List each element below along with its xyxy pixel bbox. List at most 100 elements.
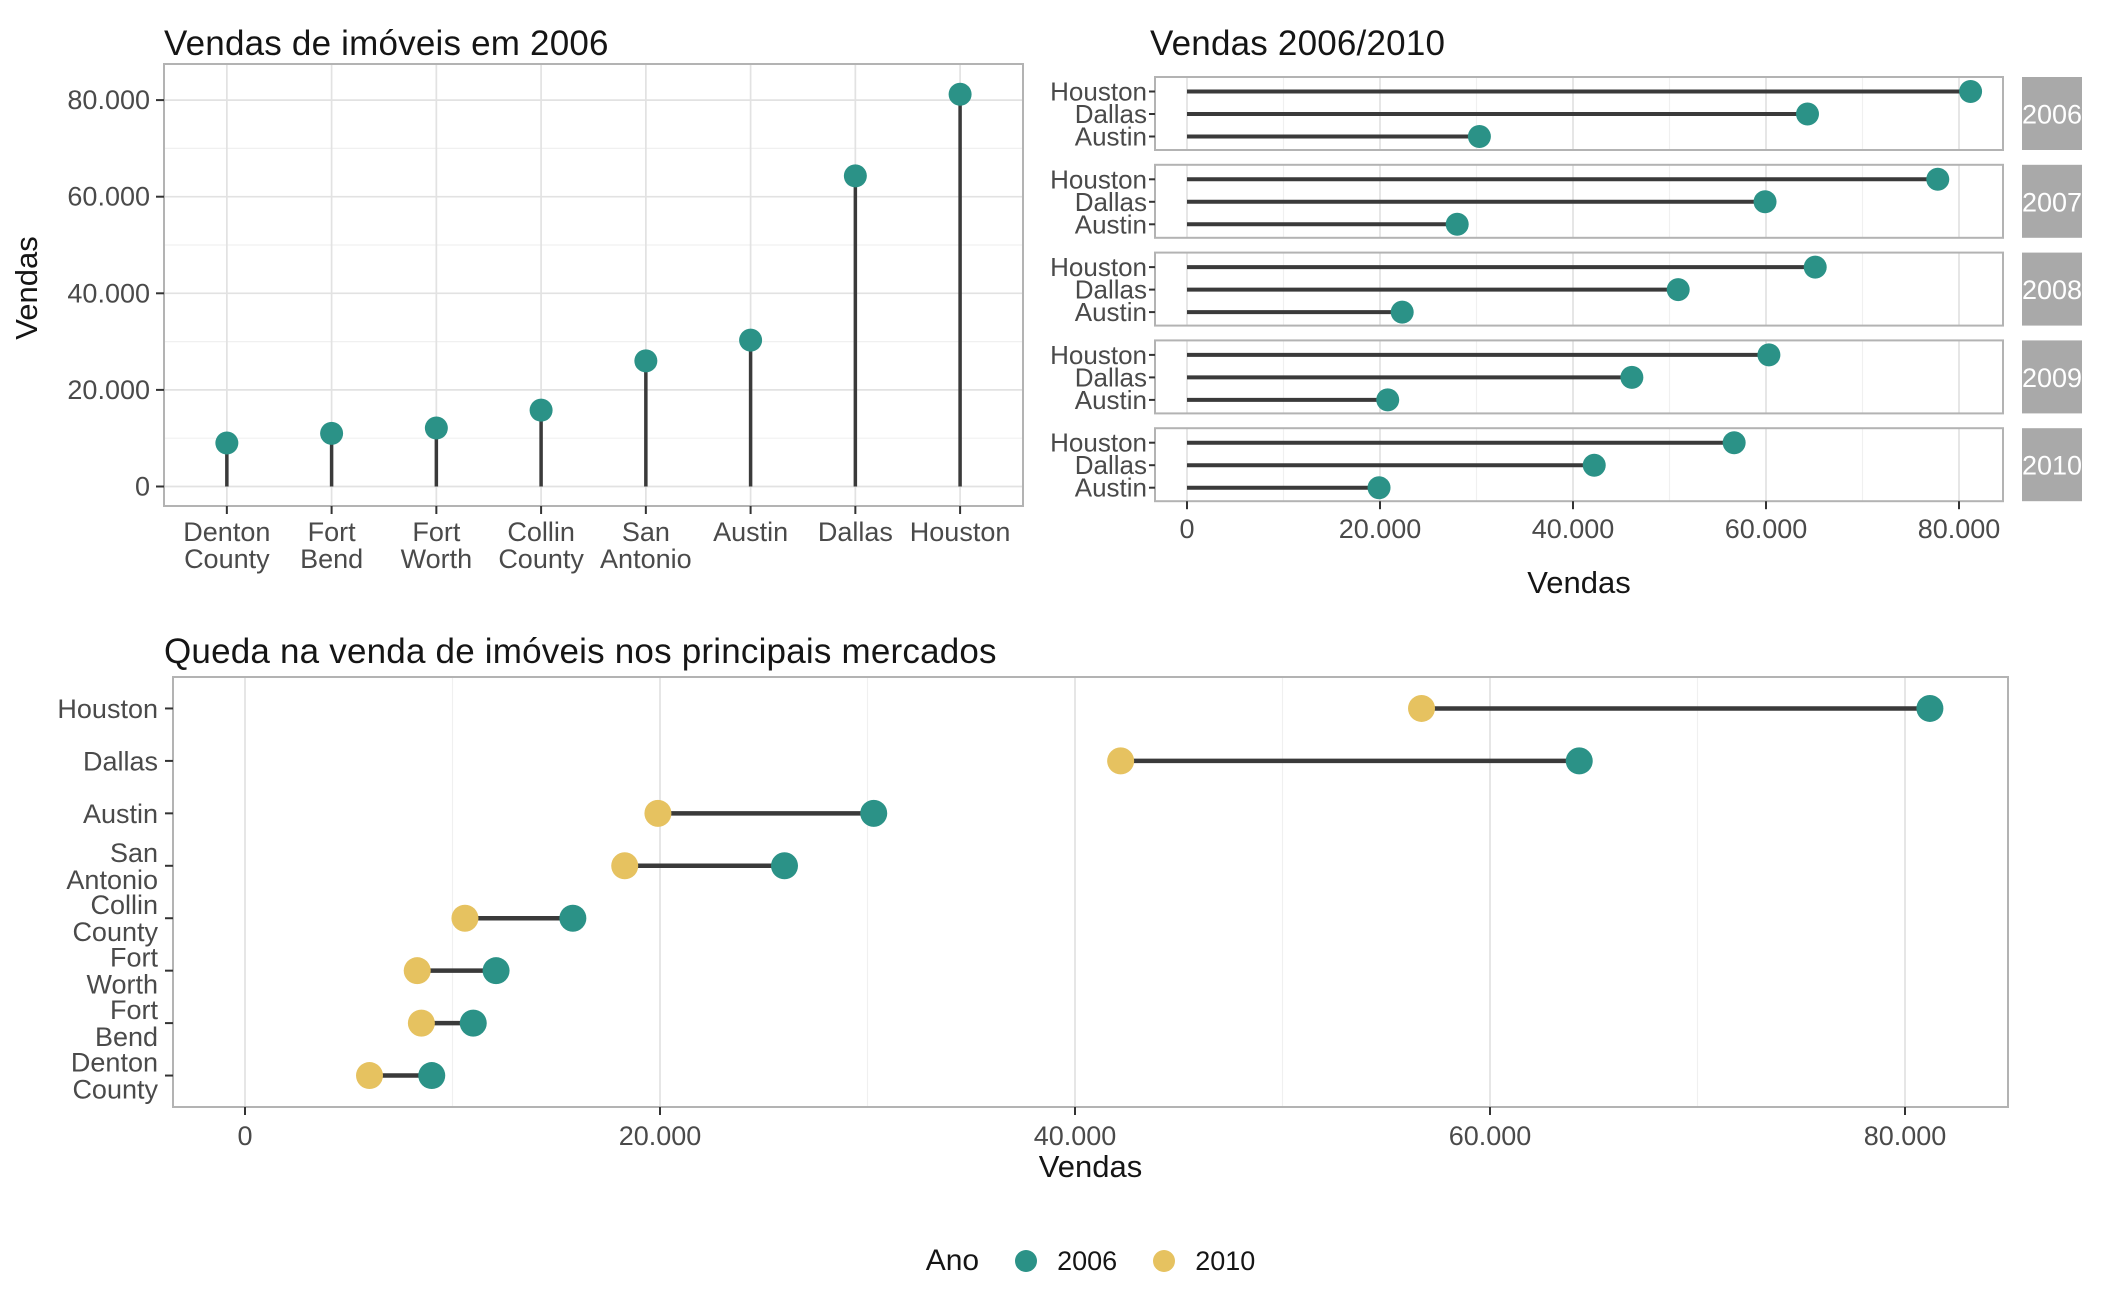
lollipop-point (1753, 190, 1777, 214)
faceted-lollipop-chart-2006-2010: HoustonDallasAustin2006HoustonDallasAust… (1050, 76, 2082, 600)
y-category-label: Dallas (83, 746, 158, 776)
lollipop-point (1757, 343, 1781, 367)
legend-title: Ano (925, 1244, 980, 1277)
lollipop-point (1367, 476, 1391, 500)
facet-strip-label: 2010 (2022, 451, 2082, 481)
facet-strip (2022, 340, 2082, 414)
dumbbell-point-2006 (418, 1062, 446, 1090)
dumbbell-point-2006 (860, 799, 888, 827)
y-tick-label: 80.000 (67, 85, 150, 115)
panel-border (172, 676, 2009, 1108)
lollipop-point (1959, 80, 1983, 103)
facet-strip (2022, 252, 2082, 326)
facet-row-label: Dallas (1075, 99, 1147, 129)
gridlines (244, 677, 1906, 1107)
lollipop-point (1722, 431, 1746, 455)
facet-row-label: Dallas (1075, 275, 1147, 305)
facet-row-label: Austin (1075, 209, 1147, 239)
x-category-label: County (184, 544, 270, 574)
y-category-label: Bend (95, 1022, 158, 1052)
facet-strip (2022, 428, 2082, 502)
y-tick-label: 0 (135, 472, 150, 502)
facet-row-label: Austin (1075, 473, 1147, 503)
x-tick-label: 40.000 (1034, 1121, 1117, 1151)
legend-dot-2006-icon (1015, 1250, 1038, 1272)
x-category-label: Dallas (818, 517, 893, 547)
facet-row-label: Houston (1050, 164, 1147, 194)
y-category-label: Collin (90, 890, 158, 920)
axes: 020.00040.00060.00080.000DentonCountyFor… (9, 85, 1010, 574)
facet-row-label: Houston (1050, 77, 1147, 107)
x-tick-label: 60.000 (1725, 514, 1808, 544)
y-tick-label: 20.000 (67, 375, 150, 405)
x-category-label: Antonio (600, 544, 692, 574)
lollipop-point (1390, 300, 1414, 324)
facet-row-label: Houston (1050, 252, 1147, 282)
y-category-label: Worth (86, 970, 158, 1000)
facet-strip (2022, 164, 2082, 238)
dumbbell-chart-queda: Houston Dallas Austin SanAntonioCollinCount… (57, 676, 2009, 1184)
lollipop-point (1795, 102, 1819, 126)
x-category-label: Collin (507, 517, 575, 547)
y-category-label: Antonio (66, 865, 158, 895)
y-category-label: Austin (83, 799, 158, 829)
facet-strip-label: 2007 (2022, 187, 2082, 217)
axes: Houston Dallas Austin SanAntonioCollinCount… (57, 694, 1946, 1184)
x-axis: 0 20.000 40.000 60.000 80.000 Vendas (1179, 501, 2000, 600)
y-category-label: County (72, 917, 158, 947)
lollipop-chart-2006: 020.00040.00060.00080.000DentonCountyFor… (9, 63, 1024, 574)
y-category-label: Houston (57, 694, 158, 724)
lollipop-point (320, 421, 344, 445)
facet-row-label: Austin (1075, 297, 1147, 327)
x-category-label: San (622, 517, 670, 547)
x-tick-label: 0 (237, 1121, 252, 1151)
lollipop-point (634, 349, 658, 373)
facet-row-label: Houston (1050, 340, 1147, 370)
y-category-label: Fort (110, 995, 159, 1025)
dumbbell-point-2010 (1107, 747, 1135, 775)
dumbbell-point-2010 (611, 852, 639, 880)
dumbbell-point-2010 (356, 1062, 383, 1090)
facet-row-label: Dallas (1075, 187, 1147, 217)
x-category-label: Bend (300, 544, 363, 574)
y-tick-label: 40.000 (67, 278, 150, 308)
x-category-label: Denton (183, 517, 270, 547)
dumbbell-point-2010 (644, 799, 672, 827)
x-category-label: County (498, 544, 584, 574)
x-tick-label: 80.000 (1918, 514, 2001, 544)
chart-title-queda-mercados: Queda na venda de imóveis nos principais… (164, 632, 997, 671)
facet-row-label: Dallas (1075, 362, 1147, 392)
x-tick-label: 40.000 (1532, 514, 1615, 544)
dumbbell-point-2006 (1565, 747, 1593, 775)
dumbbell-point-2006 (1916, 694, 1944, 722)
y-category-label: San (110, 838, 158, 868)
facet-strip (2022, 77, 2082, 150)
lollipop-point (948, 82, 972, 106)
lollipop-point (1445, 212, 1469, 236)
lollipop-point (739, 328, 763, 352)
facet-row-label: Houston (1050, 428, 1147, 458)
x-category-label: Houston (910, 517, 1011, 547)
lollipop-point (424, 416, 448, 440)
facet-strip-label: 2008 (2022, 275, 2082, 305)
lollipop-point (1620, 365, 1644, 389)
lollipop-point (1803, 255, 1827, 279)
dumbbell-point-2006 (482, 957, 510, 985)
dumbbell-point-2006 (459, 1009, 487, 1037)
x-category-label: Worth (401, 544, 473, 574)
facet-row-label: Austin (1075, 385, 1147, 415)
lollipop-point (1582, 453, 1606, 477)
lollipop-point (1666, 278, 1690, 302)
x-axis-title: Vendas (1527, 565, 1630, 600)
x-tick-label: 80.000 (1864, 1121, 1947, 1151)
dumbbell-point-2010 (1408, 694, 1436, 722)
dumbbells (356, 694, 1944, 1090)
chart-title-vendas-2006: Vendas de imóveis em 2006 (164, 24, 609, 63)
y-category-label: Fort (110, 943, 159, 973)
lollipop-point (215, 431, 239, 455)
